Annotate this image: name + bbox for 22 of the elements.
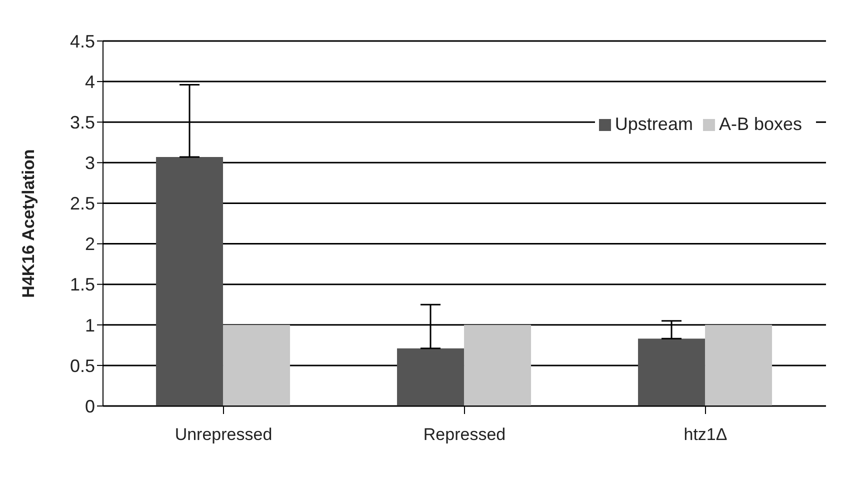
bar (638, 338, 706, 406)
bar (705, 324, 772, 406)
y-tick-label: 1 (84, 315, 95, 336)
legend-label: Upstream (614, 114, 693, 134)
x-tick-label: Repressed (423, 425, 506, 444)
y-tick-label: 3 (84, 153, 95, 174)
x-tick-label: Unrepressed (174, 425, 272, 444)
bar (156, 156, 224, 406)
y-tick-label: 0 (84, 396, 95, 416)
legend-label: A-B boxes (718, 114, 802, 134)
y-tick-label: 2.5 (70, 194, 95, 214)
y-tick-label: 2 (84, 234, 95, 254)
bar (464, 324, 532, 406)
x-tick-label: htz1Δ (684, 425, 728, 444)
bar (223, 324, 290, 406)
y-tick-label: 3.5 (70, 112, 95, 132)
y-tick-label: 1.5 (70, 274, 95, 295)
y-tick-label: 4.5 (70, 31, 95, 52)
y-tick-label: 4 (84, 72, 95, 92)
bar (397, 348, 464, 406)
y-axis-title: H4K16 Acetylation (19, 149, 38, 298)
y-tick-label: 0.5 (70, 356, 95, 376)
